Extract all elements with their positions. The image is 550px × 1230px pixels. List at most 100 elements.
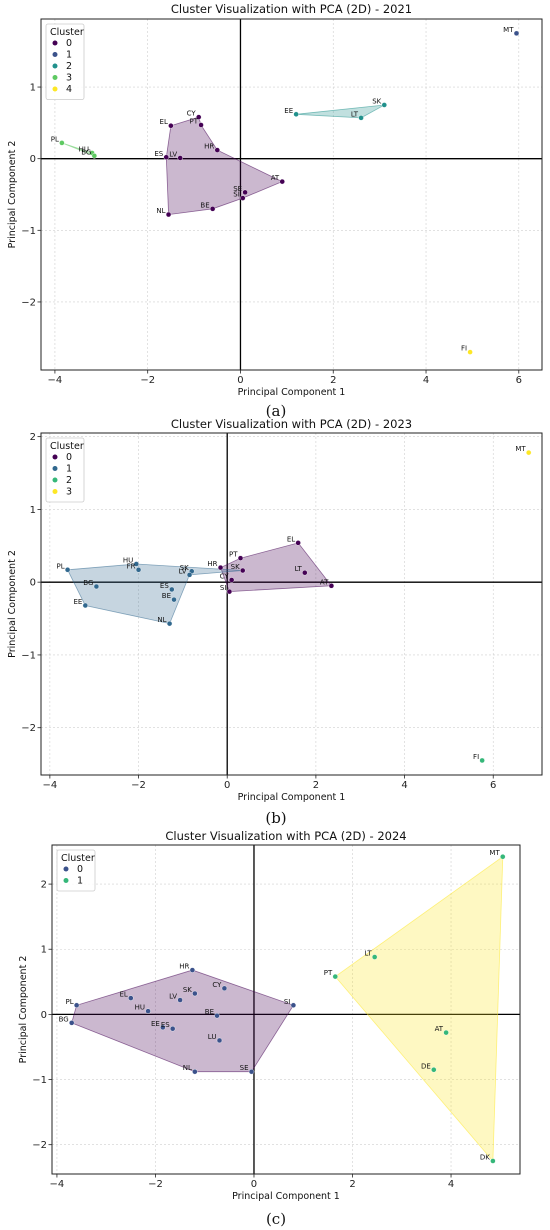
point-MT	[500, 854, 506, 860]
point-LV	[186, 572, 193, 578]
legend-entry-4: 4	[66, 84, 72, 95]
point-label-HU: HU	[79, 145, 89, 153]
point-label-DK: DK	[480, 1153, 490, 1161]
point-LV	[177, 155, 183, 161]
x-tick-label-6: 6	[490, 780, 496, 791]
point-label-SI: SI	[233, 191, 240, 199]
point-label-ES: ES	[160, 582, 169, 590]
y-tick-label--2: −2	[21, 723, 36, 734]
x-tick-label-4: 4	[423, 375, 429, 386]
point-EL	[168, 123, 174, 129]
point-label-EL: EL	[287, 535, 295, 543]
point-label-MT: MT	[503, 26, 514, 34]
grid-lines	[41, 19, 542, 370]
point-label-NL: NL	[156, 207, 165, 215]
y-tick-label-1: 1	[30, 505, 36, 516]
plot-frame	[40, 18, 543, 371]
panel-label-b: (b)	[265, 809, 286, 827]
point-LV	[177, 997, 183, 1003]
legend-marker-0	[52, 40, 58, 46]
y-tick-label-0: 0	[30, 578, 36, 589]
x-tick-label-4: 4	[401, 780, 407, 791]
x-tick-label--4: −4	[42, 780, 57, 791]
point-label-AT: AT	[320, 578, 329, 586]
point-LT	[358, 115, 364, 121]
point-MT	[525, 449, 532, 456]
point-HU	[145, 1008, 151, 1014]
point-label-BE: BE	[200, 201, 209, 209]
point-label-SE: SE	[233, 185, 242, 193]
point-label-PL: PL	[56, 562, 64, 570]
point-PL	[64, 567, 71, 573]
point-label-EE: EE	[284, 107, 293, 115]
legend-entry-3: 3	[66, 73, 72, 84]
point-label-SE: SE	[240, 1064, 249, 1072]
point-AT	[328, 583, 335, 589]
chart-title: Cluster Visualization with PCA (2D) - 20…	[165, 829, 406, 843]
point-HU	[133, 561, 140, 567]
point-label-LT: LT	[351, 110, 359, 118]
point-label-HU: HU	[135, 1004, 145, 1012]
plot-frame	[40, 432, 543, 776]
legend-marker-1	[52, 466, 58, 471]
point-label-FR: FR	[127, 562, 136, 570]
legend-box	[45, 437, 85, 503]
cluster-0-hull	[165, 116, 284, 216]
legend-marker-0	[63, 866, 69, 872]
point-label-PL: PL	[66, 998, 74, 1006]
point-HR	[214, 147, 220, 153]
data-points: MT LT PT AT DE DK HR CY SK EL LV SI PL HU BE BG EE ES LU NL…	[59, 849, 506, 1164]
y-tick-label--1: −1	[32, 1075, 47, 1086]
y-tick-label-0: 0	[30, 154, 36, 165]
legend-entry-0: 0	[77, 864, 83, 875]
point-label-BE: BE	[162, 592, 171, 600]
point-BE	[214, 1012, 220, 1019]
point-SI	[226, 588, 233, 595]
point-label-SK: SK	[183, 986, 192, 994]
point-PL	[73, 1002, 80, 1008]
point-label-EL: EL	[160, 118, 168, 126]
y-tick-label-1: 1	[41, 945, 47, 956]
point-label-PT: PT	[190, 118, 199, 126]
legend-marker-0	[52, 454, 58, 460]
legend-entry-0: 0	[66, 452, 72, 463]
point-label-LT: LT	[364, 950, 372, 958]
x-axis-label: Principal Component 1	[238, 792, 346, 803]
y-axis-label: Principal Component 2	[7, 550, 18, 658]
y-tick-label-2: 2	[30, 432, 36, 443]
x-tick-label-0: 0	[224, 780, 230, 791]
point-label-BG: BG	[81, 148, 91, 156]
y-tick-label--2: −2	[21, 297, 36, 308]
point-ES	[169, 586, 175, 593]
cluster-0-hull	[220, 542, 333, 593]
grid-lines	[52, 845, 520, 1174]
y-tick-label--1: −1	[21, 226, 36, 237]
x-tick-label-4: 4	[448, 1179, 454, 1190]
legend-entry-1: 1	[66, 464, 72, 475]
point-label-FI: FI	[461, 345, 467, 353]
point-SE	[242, 189, 248, 196]
point-SK	[192, 990, 198, 997]
point-DK	[490, 1158, 496, 1164]
legend-marker-2	[52, 63, 58, 69]
point-FR	[135, 567, 142, 573]
legend-marker-3	[52, 75, 58, 80]
point-label-EE: EE	[73, 598, 82, 606]
legend-marker-1	[52, 52, 58, 57]
point-AT	[443, 1029, 449, 1036]
cluster-1-hull	[334, 855, 504, 1163]
point-BE	[171, 596, 177, 603]
point-label-AT: AT	[271, 174, 280, 182]
x-tick-label-0: 0	[237, 375, 243, 386]
point-label-EE: EE	[151, 1020, 160, 1028]
y-tick-label--1: −1	[21, 650, 36, 661]
point-label-HR: HR	[207, 560, 217, 568]
point-SK	[381, 102, 387, 108]
point-label-SI: SI	[220, 584, 227, 592]
point-AT	[279, 178, 285, 185]
point-label-CY: CY	[187, 110, 197, 118]
